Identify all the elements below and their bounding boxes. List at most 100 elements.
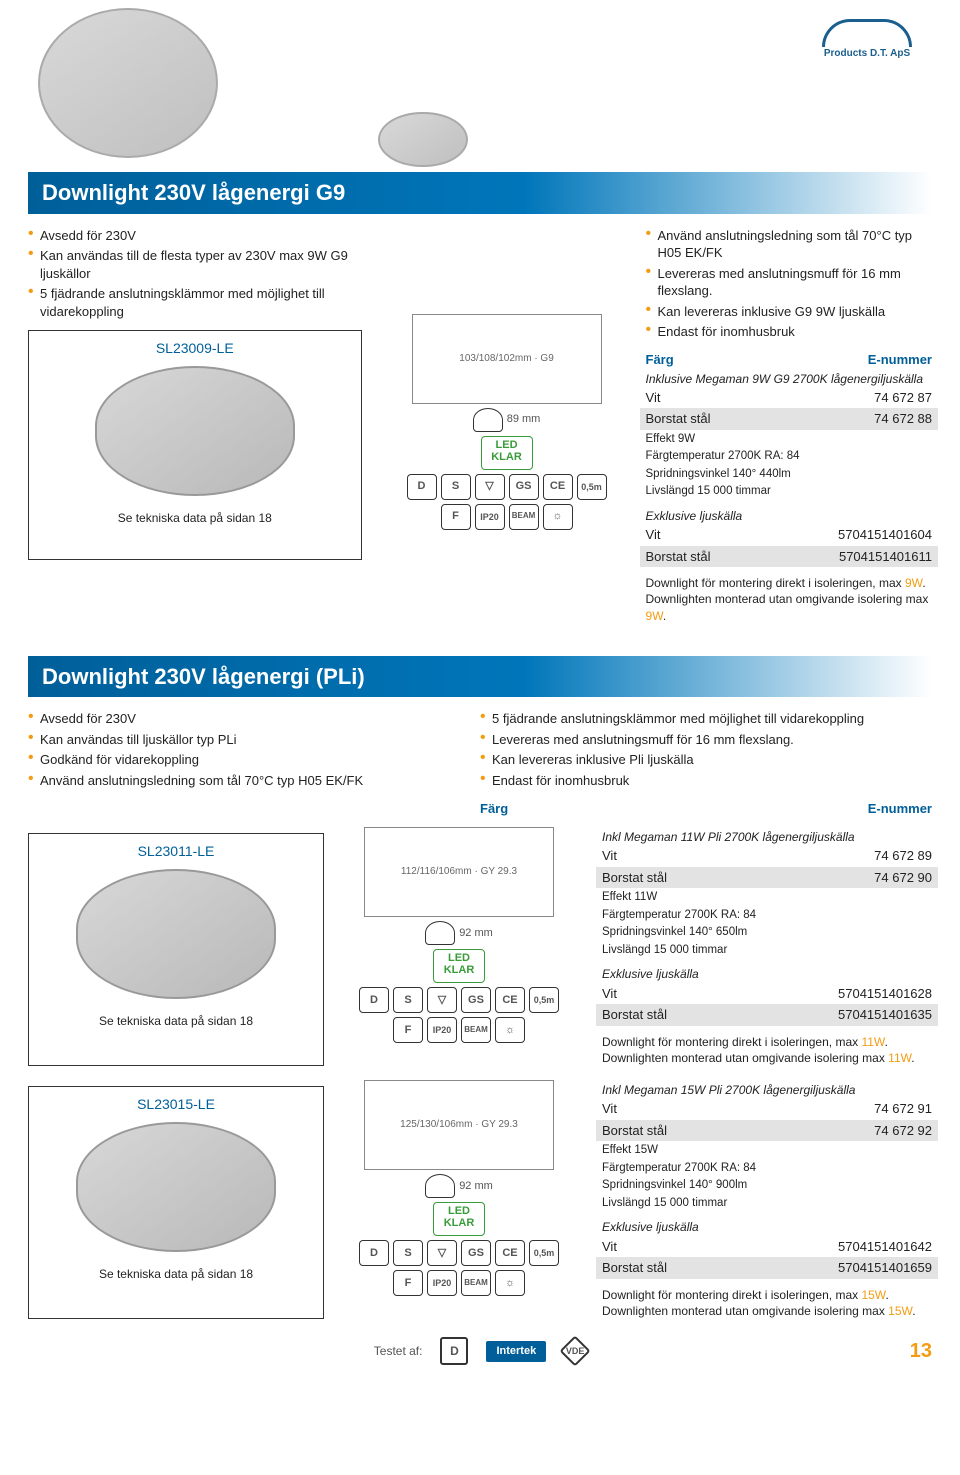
bullet: Endast för inomhusbruk	[646, 323, 932, 341]
bullet: Levereras med anslutningsmuff för 16 mm …	[480, 731, 932, 749]
cert-badges: D S ▽ GS CE 0,5m	[359, 1240, 559, 1266]
effect-line: Färgtemperatur 2700K RA: 84	[602, 908, 932, 924]
incl-header: Inklusive Megaman 9W G9 2700K lågenergil…	[646, 371, 932, 387]
table-row: Borstat stål5704151401611	[640, 546, 938, 568]
cert-gs-icon: GS	[509, 474, 539, 500]
led-klar-badge: LEDKLAR	[433, 1202, 485, 1236]
led-klar-badge: LEDKLAR	[433, 949, 485, 983]
cert-d-icon: D	[407, 474, 437, 500]
cert-f-icon: F	[393, 1270, 423, 1296]
product-box-sl23015: SL23015-LE Se tekniska data på sidan 18	[28, 1086, 324, 1319]
effect-line: Livslängd 15 000 timmar	[602, 943, 932, 959]
cert-sun-icon: ☼	[543, 504, 573, 530]
section2-left-bullets: Avsedd för 230V Kan användas till ljuskä…	[28, 710, 480, 789]
table-row: Borstat stål74 672 90	[596, 867, 938, 889]
section2-diagram-col-1: 112/116/106mm · GY 29.3 92 mm LEDKLAR D …	[324, 827, 594, 1066]
cert-ip20-icon: IP20	[427, 1017, 457, 1043]
product-image	[76, 1122, 276, 1252]
table-row: Borstat stål74 672 92	[596, 1120, 938, 1142]
dimension-diagram: 112/116/106mm · GY 29.3	[364, 827, 554, 917]
section1-diagram-col: 103/108/102mm · G9 89 mm LEDKLAR D S ▽ G…	[372, 314, 642, 624]
tech-note: Se tekniska data på sidan 18	[99, 1013, 253, 1029]
excl-header: Exklusive ljuskälla	[602, 966, 932, 982]
table-row: Vit5704151401604	[646, 524, 932, 546]
mount-note: Downlight för montering direkt i isoleri…	[646, 575, 932, 624]
page-footer: Testet af: D Intertek VDE 13	[28, 1337, 932, 1365]
bullet: Endast för inomhusbruk	[480, 772, 932, 790]
cert-badges-2: F IP20 BEAM ☼	[441, 504, 573, 530]
table-row: Vit5704151401628	[602, 983, 932, 1005]
excl-header: Exklusive ljuskälla	[602, 1219, 932, 1235]
led-klar-badge: LEDKLAR	[481, 436, 533, 470]
effect-line: Spridningsvinkel 140° 900lm	[602, 1178, 932, 1194]
cert-badges-2: F IP20 BEAM ☼	[393, 1017, 525, 1043]
bullet: Använd anslutningsledning som tål 70°C t…	[646, 227, 932, 262]
cert-gs-icon: GS	[461, 1240, 491, 1266]
bullet: Godkänd för vidarekoppling	[28, 751, 480, 769]
bullet: Avsedd för 230V	[28, 710, 480, 728]
brand-logo: Products D.T. ApS	[802, 12, 932, 67]
incl-header: Inkl Megaman 15W Pli 2700K lågenergiljus…	[602, 1082, 932, 1098]
product-model: SL23009-LE	[156, 339, 234, 358]
mount-note: Downlight för montering direkt i isoleri…	[602, 1287, 932, 1319]
spec-header: Färg E-nummer	[480, 800, 932, 818]
cert-beam-icon: BEAM	[461, 1017, 491, 1043]
cert-d-icon: D	[359, 1240, 389, 1266]
cert-f-icon: F	[441, 504, 471, 530]
effect-line: Färgtemperatur 2700K RA: 84	[602, 1161, 932, 1177]
hero-photo-small	[378, 112, 468, 167]
cert-badges-2: F IP20 BEAM ☼	[393, 1270, 525, 1296]
brand-logo-text: Products D.T. ApS	[824, 47, 910, 61]
section2-right-bullets: 5 fjädrande anslutningsklämmor med möjli…	[480, 710, 932, 789]
excl-header: Exklusive ljuskälla	[646, 508, 932, 524]
cert-vde-icon: ▽	[475, 474, 505, 500]
cutout-size: 89 mm	[473, 408, 541, 432]
cert-ce-icon: CE	[495, 1240, 525, 1266]
page-number: 13	[910, 1338, 932, 1365]
cert-s-icon: S	[441, 474, 471, 500]
effect-line: Effekt 9W	[646, 432, 932, 448]
cert-sun-icon: ☼	[495, 1017, 525, 1043]
table-row: Vit74 672 87	[646, 387, 932, 409]
cert-ce-icon: CE	[495, 987, 525, 1013]
effect-line: Effekt 11W	[602, 890, 932, 906]
cert-ip-icon: 0,5m	[577, 474, 607, 500]
effect-line: Spridningsvinkel 140° 650lm	[602, 925, 932, 941]
table-row: Vit74 672 91	[602, 1098, 932, 1120]
incl-header: Inkl Megaman 11W Pli 2700K lågenergiljus…	[602, 829, 932, 845]
bullet: Kan levereras inklusive G9 9W ljuskälla	[646, 303, 932, 321]
product-box-sl23011: SL23011-LE Se tekniska data på sidan 18	[28, 833, 324, 1066]
cert-vde-icon: ▽	[427, 1240, 457, 1266]
table-row: Borstat stål74 672 88	[640, 408, 938, 430]
tech-note: Se tekniska data på sidan 18	[99, 1266, 253, 1282]
cert-ip20-icon: IP20	[475, 504, 505, 530]
table-row: Borstat stål5704151401659	[596, 1257, 938, 1279]
effect-line: Livslängd 15 000 timmar	[646, 484, 932, 500]
section2-diagram-col-2: 125/130/106mm · GY 29.3 92 mm LEDKLAR D …	[324, 1080, 594, 1319]
bullet: Levereras med anslutningsmuff för 16 mm …	[646, 265, 932, 300]
footer-vde-badge-icon: VDE	[560, 1336, 591, 1367]
cert-ip-icon: 0,5m	[529, 987, 559, 1013]
bullet: Kan användas till de flesta typer av 230…	[28, 247, 362, 282]
product-model: SL23015-LE	[137, 1095, 215, 1114]
product-model: SL23011-LE	[138, 842, 215, 861]
cert-badges: D S ▽ GS CE 0,5m	[359, 987, 559, 1013]
cert-ce-icon: CE	[543, 474, 573, 500]
dimension-diagram: 125/130/106mm · GY 29.3	[364, 1080, 554, 1170]
table-row: Vit74 672 89	[602, 845, 932, 867]
cert-sun-icon: ☼	[495, 1270, 525, 1296]
cert-ip20-icon: IP20	[427, 1270, 457, 1296]
bullet: Kan användas till ljuskällor typ PLi	[28, 731, 480, 749]
cert-gs-icon: GS	[461, 987, 491, 1013]
mount-note: Downlight för montering direkt i isoleri…	[602, 1034, 932, 1066]
cutout-size: 92 mm	[425, 1174, 493, 1198]
section1-right-bullets: Använd anslutningsledning som tål 70°C t…	[646, 227, 932, 341]
cert-badges: D S ▽ GS CE 0,5m	[407, 474, 607, 500]
dimension-diagram: 103/108/102mm · G9	[412, 314, 602, 404]
section2-title: Downlight 230V lågenergi (PLi)	[28, 656, 932, 698]
effect-line: Effekt 15W	[602, 1143, 932, 1159]
section1-title: Downlight 230V lågenergi G9	[28, 172, 932, 214]
effect-line: Spridningsvinkel 140° 440lm	[646, 467, 932, 483]
effect-line: Färgtemperatur 2700K RA: 84	[646, 449, 932, 465]
bullet: Kan levereras inklusive Pli ljuskälla	[480, 751, 932, 769]
